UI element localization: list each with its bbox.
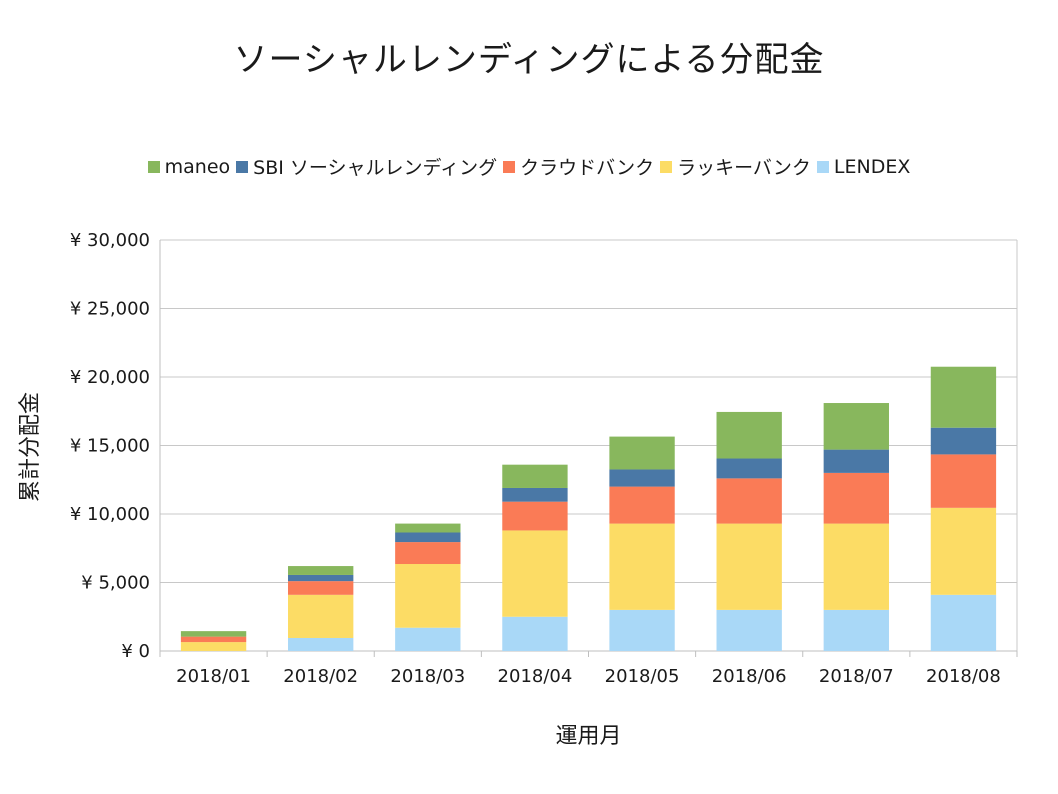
- legend-label: ラッキーバンク: [677, 157, 811, 179]
- bar-segment: [716, 478, 782, 524]
- y-tick-label: ¥ 0: [121, 641, 150, 662]
- bar-segment: [823, 523, 889, 610]
- legend-swatch: [503, 160, 516, 173]
- x-tick-label: 2018/02: [283, 666, 358, 687]
- y-tick-label: ¥ 25,000: [70, 299, 150, 320]
- y-tick-label: ¥ 15,000: [70, 436, 150, 457]
- legend-swatch: [236, 160, 249, 173]
- legend-label: クラウドバンク: [520, 157, 655, 179]
- legend-swatch: [816, 160, 829, 173]
- legend-label: maneo: [164, 155, 231, 178]
- bar-segment: [609, 486, 675, 524]
- x-tick-label: 2018/06: [712, 666, 787, 687]
- bar-segment: [395, 564, 461, 628]
- x-tick-label: 2018/08: [926, 666, 1001, 687]
- bar-segment: [609, 469, 675, 487]
- bar-segment: [716, 523, 782, 610]
- bar-segment: [609, 523, 675, 610]
- bar-segment: [609, 609, 675, 651]
- bar-segment: [502, 501, 568, 531]
- bar-segment: [823, 609, 889, 651]
- bar-segment: [288, 637, 354, 651]
- x-tick-label: 2018/04: [498, 666, 573, 687]
- bar-segment: [930, 454, 997, 508]
- bar-segment: [823, 449, 889, 473]
- bar-segment: [823, 472, 889, 524]
- bar-segment: [502, 530, 568, 617]
- bar-segment: [930, 366, 997, 428]
- bar-segment: [716, 411, 782, 459]
- x-axis-label: 運用月: [555, 724, 622, 749]
- bar-segment: [288, 574, 354, 582]
- bar-segment: [395, 542, 461, 565]
- legend-item: SBI ソーシャルレンディング: [236, 153, 497, 180]
- chart-title: ソーシャルレンディングによる分配金: [233, 40, 825, 80]
- legend-swatch: [660, 160, 673, 173]
- bar-segment: [930, 594, 997, 651]
- bar-segment: [395, 532, 461, 543]
- y-axis-label: 累計分配金: [18, 391, 43, 503]
- legend-label: LENDEX: [833, 155, 911, 178]
- bar-segment: [716, 609, 782, 651]
- legend-item: ラッキーバンク: [660, 153, 811, 180]
- x-tick-label: 2018/07: [819, 666, 894, 687]
- bar-segment: [180, 636, 247, 643]
- bar-segment: [395, 523, 461, 533]
- bar-segment: [288, 594, 354, 638]
- bar-segment: [395, 627, 461, 651]
- y-tick-label: ¥ 20,000: [70, 367, 150, 388]
- y-tick-label: ¥ 10,000: [70, 504, 150, 525]
- bar-segment: [609, 436, 675, 470]
- x-tick-label: 2018/05: [605, 666, 680, 687]
- x-tick-label: 2018/01: [176, 666, 251, 687]
- bar-segment: [502, 616, 568, 651]
- legend-item: maneo: [147, 155, 231, 178]
- bar-segment: [930, 507, 997, 595]
- x-tick-label: 2018/03: [390, 666, 465, 687]
- bar-segment: [288, 581, 354, 595]
- bar-segment: [288, 566, 354, 575]
- legend-item: LENDEX: [816, 155, 911, 178]
- legend: maneo SBI ソーシャルレンディング クラウドバンク ラッキーバンク LENDEX: [0, 153, 1058, 180]
- bar-segment: [930, 427, 997, 455]
- legend-label: SBI ソーシャルレンディング: [253, 157, 498, 179]
- y-tick-label: ¥ 5,000: [81, 573, 150, 594]
- bar-segment: [180, 631, 247, 637]
- bar-segment: [502, 464, 568, 488]
- y-tick-label: ¥ 30,000: [70, 230, 150, 251]
- bar-segment: [180, 642, 247, 651]
- bar-segment: [502, 487, 568, 502]
- legend-item: クラウドバンク: [503, 153, 654, 180]
- bar-segment: [823, 403, 889, 450]
- legend-swatch: [147, 160, 160, 173]
- bar-segment: [716, 458, 782, 479]
